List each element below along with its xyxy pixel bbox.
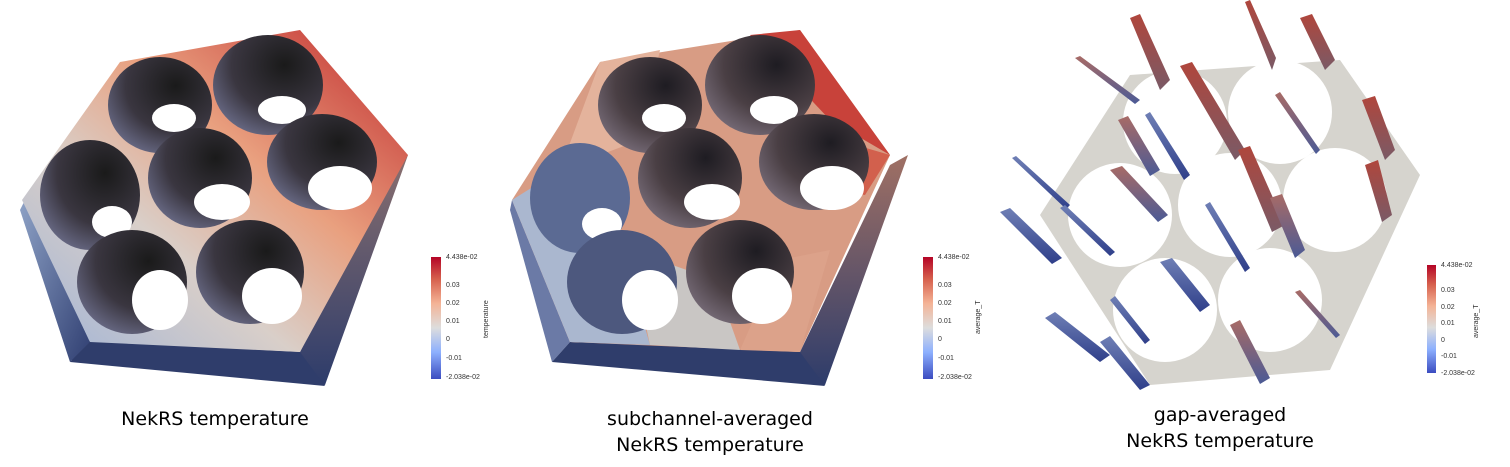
colorbar-title: average_T xyxy=(975,300,982,334)
colorbar-tick: -0.01 xyxy=(938,355,954,362)
colorbar-tick: 0.02 xyxy=(446,300,460,307)
panel-caption: NekRS temperature xyxy=(80,406,350,432)
gap-plane xyxy=(1365,160,1392,222)
hex-side-face xyxy=(70,155,408,385)
gap-plane xyxy=(1275,92,1320,154)
gap-plane xyxy=(1300,14,1335,70)
colorbar-tick: 0.03 xyxy=(446,282,460,289)
gap-plane xyxy=(1238,146,1285,232)
colorbar-tick: 0.01 xyxy=(446,318,460,325)
colorbar-max-label: 4.438e-02 xyxy=(1441,262,1473,269)
caption-line: NekRS temperature xyxy=(616,434,804,456)
colorbar-tick: -0.01 xyxy=(446,355,462,362)
gap-plane xyxy=(1012,156,1070,209)
caption-line: NekRS temperature xyxy=(1126,430,1314,452)
gap-plane xyxy=(1075,56,1140,104)
colorbar xyxy=(431,257,441,379)
gap-plane xyxy=(1180,62,1245,160)
colorbar-tick: 0.01 xyxy=(938,318,952,325)
hex-bottom-face xyxy=(70,342,325,386)
caption-line: gap-averaged xyxy=(1153,404,1287,426)
colorbar-min-label: -2.038e-02 xyxy=(1441,370,1475,377)
colorbar-title: temperature xyxy=(483,300,490,338)
gap-plane xyxy=(1270,194,1305,258)
gap-plane xyxy=(1160,258,1210,312)
gap-plane xyxy=(1100,336,1150,390)
hex-bundle-subchannel-render xyxy=(510,30,908,386)
gap-plane xyxy=(1045,312,1110,362)
gap-plane xyxy=(1130,14,1170,90)
panel-gap-averaged: 4.438e-02 0.03 0.02 0.01 0 -0.01 -2.038e… xyxy=(1000,0,1510,467)
colorbar-tick: 0 xyxy=(446,336,450,343)
colorbar-title: average_T xyxy=(1473,304,1480,338)
hex-bottom-face xyxy=(552,342,825,386)
colorbar-max-label: 4.438e-02 xyxy=(446,254,478,261)
hex-front-face xyxy=(20,200,90,362)
hex-front-face xyxy=(510,200,570,362)
gap-plane xyxy=(1000,208,1062,264)
caption-line: subchannel-averaged xyxy=(607,408,813,430)
colorbar-tick: 0 xyxy=(1441,337,1445,344)
colorbar-tick: 0.03 xyxy=(938,282,952,289)
caption-line: NekRS temperature xyxy=(121,408,309,430)
panel-caption: gap-averaged NekRS temperature xyxy=(1080,402,1360,454)
gap-plane xyxy=(1295,290,1340,338)
colorbar-max-label: 4.438e-02 xyxy=(938,254,970,261)
hex-bundle-3d-render xyxy=(20,30,408,386)
colorbar-min-label: -2.038e-02 xyxy=(446,374,480,381)
gap-plane xyxy=(1110,166,1168,222)
panel-subchannel-averaged: 4.438e-02 0.03 0.02 0.01 0 -0.01 -2.038e… xyxy=(500,0,1000,467)
colorbar-tick: 0 xyxy=(938,336,942,343)
colorbar-min-label: -2.038e-02 xyxy=(938,374,972,381)
panel-nekrs-temperature: 4.438e-02 0.03 0.02 0.01 0 -0.01 -2.038e… xyxy=(0,0,500,467)
gap-plane xyxy=(1230,320,1270,384)
hex-side-face xyxy=(570,155,908,385)
gap-plane xyxy=(1145,112,1190,180)
colorbar-tick: 0.01 xyxy=(1441,320,1455,327)
panel-caption: subchannel-averaged NekRS temperature xyxy=(560,406,860,458)
colorbar-tick: -0.01 xyxy=(1441,353,1457,360)
gap-planes xyxy=(1000,0,1395,390)
colorbar-tick: 0.02 xyxy=(1441,304,1455,311)
gap-plane xyxy=(1118,116,1160,176)
rod-holes xyxy=(40,35,377,334)
colorbar xyxy=(1427,265,1436,373)
colorbar-tick: 0.03 xyxy=(1441,287,1455,294)
gap-plane xyxy=(1110,296,1150,344)
colorbar-tick: 0.02 xyxy=(938,300,952,307)
gap-plane xyxy=(1205,202,1250,272)
gap-plane xyxy=(1362,96,1395,160)
rod-holes xyxy=(530,35,869,334)
gap-plane xyxy=(1060,205,1115,256)
gap-planes-render xyxy=(1000,0,1420,390)
colorbar xyxy=(923,257,933,379)
gap-plane xyxy=(1245,0,1276,70)
